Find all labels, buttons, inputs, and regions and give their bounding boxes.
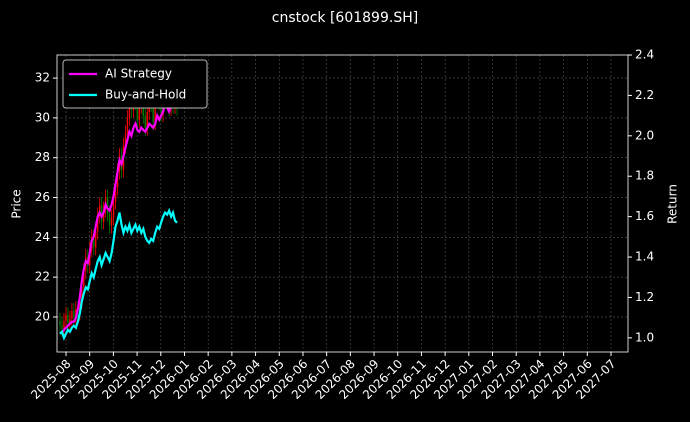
y2-tick-label: 2.2	[635, 88, 654, 102]
y2-axis-label: Return	[666, 184, 680, 224]
candle-body	[63, 320, 65, 329]
candle-body	[144, 115, 146, 128]
candle-body	[126, 117, 129, 134]
y2-tick-label: 1.6	[635, 209, 654, 223]
candle-body	[100, 205, 103, 222]
y2-tick-label: 1.8	[635, 169, 654, 183]
candle-body	[124, 133, 127, 146]
candle-body	[95, 231, 97, 248]
candle-body	[75, 309, 77, 317]
y-axis-label: Price	[10, 189, 24, 218]
y2-tick-label: 1.2	[635, 290, 654, 304]
y-tick-label: 30	[35, 110, 50, 124]
candle-body	[59, 320, 61, 325]
legend-box	[62, 59, 208, 109]
candle-body	[146, 111, 148, 128]
candle-body	[83, 271, 85, 288]
y-tick-label: 22	[35, 270, 50, 284]
candle-body	[152, 103, 154, 122]
legend-label: Buy-and-Hold	[105, 88, 186, 102]
y2-tick-label: 2.4	[635, 48, 654, 62]
candle-body	[61, 324, 63, 329]
candle-body	[93, 237, 95, 248]
candle-body	[106, 197, 109, 214]
plot-frame	[56, 54, 629, 353]
y-tick-label: 20	[35, 309, 50, 323]
series-line	[59, 90, 178, 335]
candle-body	[112, 201, 115, 218]
candle-body	[71, 310, 73, 319]
candle-body	[96, 215, 99, 232]
y-tick-label: 32	[35, 71, 50, 85]
candle-body	[110, 217, 113, 226]
candle-body	[108, 213, 111, 226]
candle-body	[136, 101, 139, 120]
y-tick-label: 28	[35, 150, 50, 164]
y2-tick-label: 1.0	[635, 330, 654, 344]
candle-body	[114, 187, 117, 202]
candle-body	[65, 314, 67, 321]
y-tick-label: 24	[35, 230, 50, 244]
candle-body	[67, 314, 69, 323]
y2-tick-label: 1.4	[635, 250, 654, 264]
legend-label: AI Strategy	[105, 67, 172, 81]
candle-body	[138, 105, 141, 120]
candle-body	[154, 99, 156, 122]
candle-body	[102, 209, 105, 222]
series-line	[59, 207, 178, 341]
y2-tick-label: 2.0	[635, 128, 654, 142]
candle-body	[73, 310, 75, 317]
candle-body	[81, 287, 83, 302]
candle-body	[116, 171, 119, 188]
y-tick-label: 26	[35, 190, 50, 204]
chart-title: cnstock [601899.SH]	[272, 10, 418, 26]
candle-body	[69, 318, 71, 323]
